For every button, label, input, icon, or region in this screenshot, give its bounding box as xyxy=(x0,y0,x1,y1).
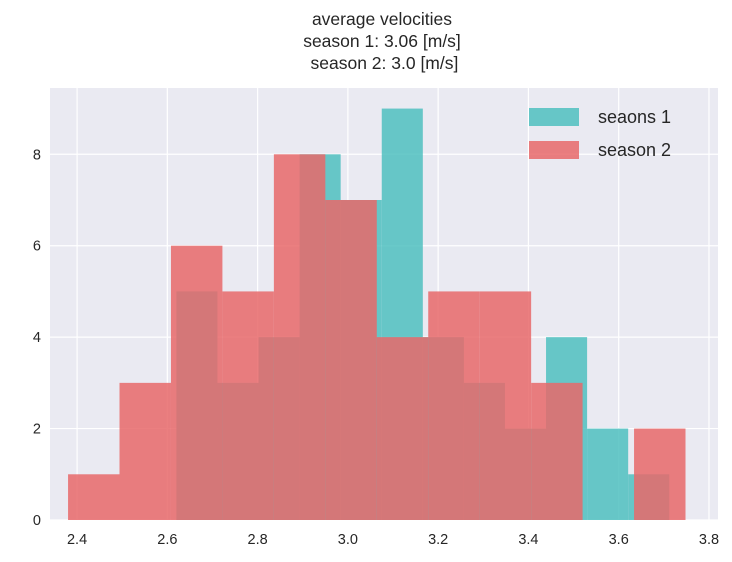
bar-series-2 xyxy=(376,337,429,520)
chart-title-line-2: season 1: 3.06 [m/s] xyxy=(303,31,461,51)
bar-series-2 xyxy=(222,291,274,520)
bar-series-2 xyxy=(325,200,377,520)
y-axis-ticks: 0 2 4 6 8 xyxy=(33,147,41,529)
bar-series-2 xyxy=(479,291,532,520)
bar-series-2 xyxy=(170,245,223,520)
x-tick-label: 3.4 xyxy=(518,532,538,548)
x-axis-ticks: 2.4 2.6 2.8 3.0 3.2 3.4 3.6 3.8 xyxy=(67,532,719,548)
chart-title-line-1: average velocities xyxy=(311,9,453,29)
x-tick-label: 3.8 xyxy=(699,532,719,548)
x-tick-label: 3.0 xyxy=(338,532,358,548)
bar-series-2 xyxy=(531,382,583,520)
legend-swatch xyxy=(529,141,579,159)
bar-series-2 xyxy=(428,291,480,520)
bar-series-2 xyxy=(273,154,326,521)
legend-label: seaons 1 xyxy=(598,107,671,127)
x-tick-label: 3.2 xyxy=(428,532,448,548)
y-tick-label: 6 xyxy=(33,239,41,255)
x-tick-label: 2.4 xyxy=(67,532,87,548)
x-tick-label: 2.6 xyxy=(157,532,177,548)
bar-series-2 xyxy=(68,474,120,520)
legend: seaons 1 season 2 xyxy=(529,107,671,160)
y-tick-label: 2 xyxy=(33,422,41,438)
x-tick-label: 3.6 xyxy=(609,532,629,548)
bar-series-1 xyxy=(587,428,629,520)
histogram-bars xyxy=(68,108,686,521)
bar-series-2 xyxy=(119,382,171,520)
y-tick-label: 4 xyxy=(33,330,41,346)
x-tick-label: 2.8 xyxy=(248,532,268,548)
bar-series-2 xyxy=(634,428,686,520)
y-tick-label: 8 xyxy=(33,147,41,163)
y-tick-label: 0 xyxy=(33,513,41,529)
chart-title-line-3: season 2: 3.0 [m/s] xyxy=(305,53,459,73)
legend-label: season 2 xyxy=(598,140,671,160)
legend-swatch xyxy=(529,108,579,126)
